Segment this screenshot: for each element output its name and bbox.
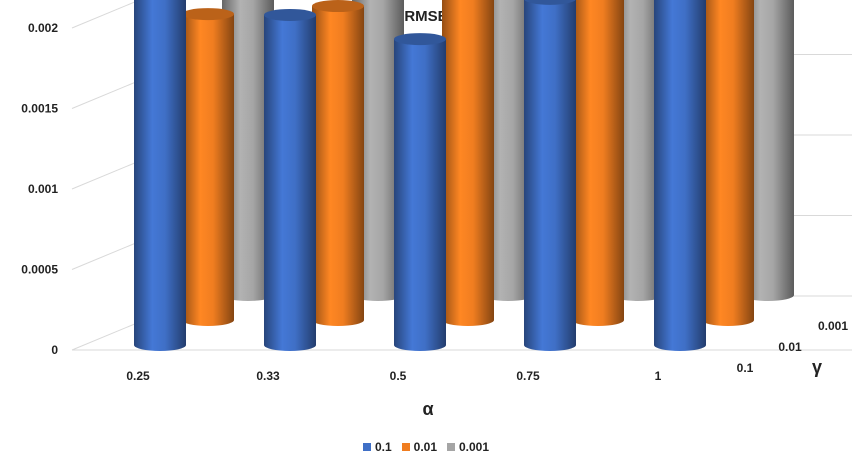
x-tick-label: 0.75 bbox=[516, 369, 540, 383]
legend-item-series-2: 0.01 bbox=[401, 440, 437, 454]
bar-cap bbox=[524, 0, 576, 5]
bar bbox=[134, 0, 186, 351]
legend-label-series-1: 0.1 bbox=[374, 440, 392, 454]
depth-axis-title: γ bbox=[812, 357, 822, 377]
bar-body bbox=[182, 14, 234, 326]
legend-item-series-3: 0.001 bbox=[447, 440, 489, 454]
bar bbox=[572, 0, 624, 326]
bar bbox=[312, 0, 364, 327]
bar bbox=[222, 0, 274, 301]
bar-body bbox=[394, 39, 446, 351]
bar bbox=[524, 0, 576, 351]
x-axis-title: α bbox=[422, 399, 433, 419]
depth-tick-label: 0.01 bbox=[778, 340, 802, 354]
bar-body bbox=[742, 0, 794, 301]
legend-swatch-series-3 bbox=[447, 443, 455, 451]
bar-body bbox=[312, 6, 364, 327]
depth-tick-label: 0.1 bbox=[737, 361, 754, 375]
bar-body bbox=[524, 0, 576, 351]
bar-body bbox=[222, 0, 274, 301]
bar-body bbox=[482, 0, 534, 301]
y-tick-label: 0 bbox=[51, 343, 58, 357]
bar-cap bbox=[182, 8, 234, 21]
bar-body bbox=[572, 0, 624, 326]
bar bbox=[612, 0, 664, 301]
x-tick-label: 0.5 bbox=[390, 369, 407, 383]
x-tick-label: 1 bbox=[655, 369, 662, 383]
legend-label-series-3: 0.001 bbox=[459, 440, 490, 454]
bar-cap bbox=[264, 8, 316, 21]
bar-body bbox=[654, 0, 706, 351]
bar-body bbox=[612, 0, 664, 301]
legend-item-series-1: 0.1 bbox=[362, 440, 392, 454]
y-tick-label: 0.0005 bbox=[21, 263, 58, 277]
bar bbox=[394, 33, 446, 351]
bar-cap bbox=[312, 0, 364, 13]
y-tick-label: 0.0015 bbox=[21, 102, 58, 116]
bar-cap bbox=[394, 33, 446, 46]
x-tick-label: 0.25 bbox=[126, 369, 150, 383]
bar bbox=[702, 0, 754, 326]
bar-body bbox=[352, 0, 404, 301]
x-tick-label: 0.33 bbox=[256, 369, 280, 383]
bar-body bbox=[134, 0, 186, 351]
bar bbox=[182, 8, 234, 326]
y-tick-label: 0.002 bbox=[28, 21, 58, 35]
bar bbox=[352, 0, 404, 301]
legend: 0.1 0.01 0.001 bbox=[0, 440, 852, 454]
y-tick-label: 0.001 bbox=[28, 182, 58, 196]
depth-tick-label: 0.001 bbox=[818, 319, 848, 333]
gridline bbox=[71, 0, 141, 29]
legend-label-series-2: 0.01 bbox=[413, 440, 437, 454]
bar bbox=[442, 0, 494, 326]
bar bbox=[742, 0, 794, 301]
bar-body bbox=[442, 0, 494, 326]
chart-title: RMSE bbox=[404, 8, 448, 25]
bar-body bbox=[702, 0, 754, 326]
legend-swatch-series-1 bbox=[362, 443, 371, 451]
bar bbox=[654, 0, 706, 351]
legend-swatch-series-2 bbox=[401, 443, 410, 451]
bar bbox=[264, 8, 316, 351]
bar bbox=[482, 0, 534, 301]
bar-body bbox=[264, 14, 316, 351]
